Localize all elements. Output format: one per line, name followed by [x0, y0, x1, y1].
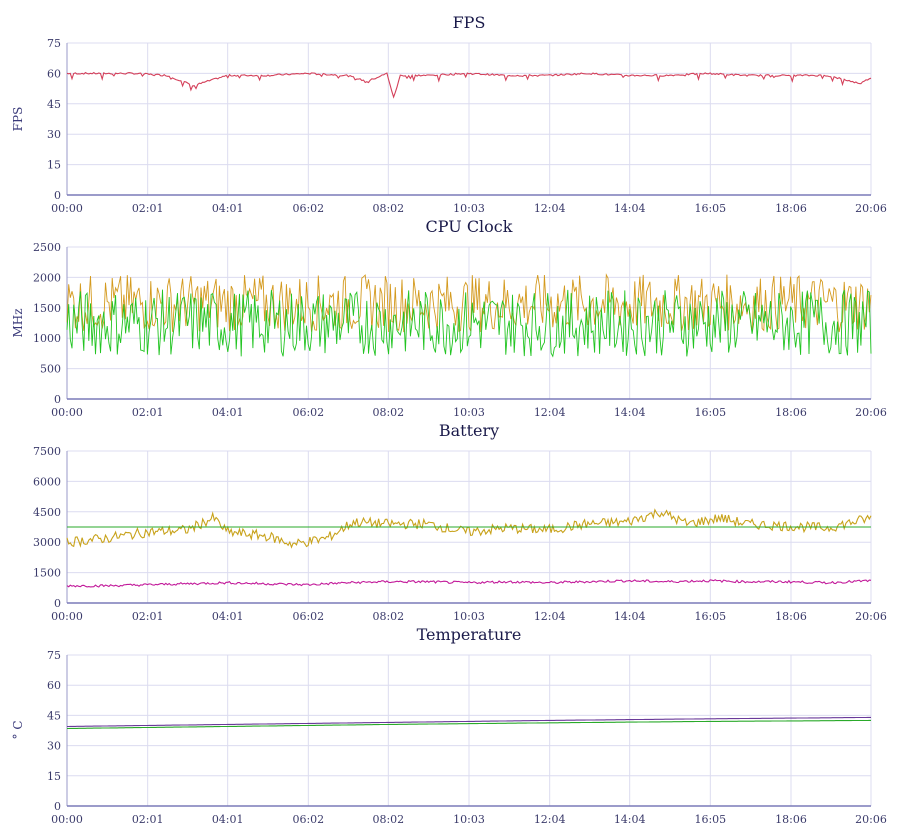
- x-tick-label: 14:04: [614, 202, 646, 215]
- x-tick-label: 04:01: [212, 610, 244, 623]
- x-tick-label: 18:06: [775, 406, 807, 419]
- x-tick-label: 16:05: [694, 610, 726, 623]
- series-line: [67, 716, 871, 728]
- x-tick-label: 04:01: [212, 202, 244, 215]
- y-tick-label: 7500: [33, 445, 61, 458]
- x-tick-label: 06:02: [292, 610, 324, 623]
- y-tick-label: 15: [47, 770, 61, 783]
- x-tick-label: 12:04: [534, 202, 566, 215]
- x-tick-label: 14:04: [614, 610, 646, 623]
- x-tick-label: 12:04: [534, 813, 566, 826]
- x-tick-label: 12:04: [534, 406, 566, 419]
- y-tick-label: 1500: [33, 567, 61, 580]
- chart-title: Temperature: [417, 625, 522, 644]
- y-axis-label: FPS: [11, 107, 25, 132]
- x-tick-label: 10:03: [453, 202, 485, 215]
- y-tick-label: 45: [47, 98, 61, 111]
- x-tick-label: 00:00: [51, 406, 83, 419]
- x-tick-label: 08:02: [372, 202, 404, 215]
- chart-title: Battery: [439, 421, 499, 440]
- x-tick-label: 06:02: [292, 813, 324, 826]
- x-tick-label: 02:01: [132, 813, 164, 826]
- y-tick-label: 45: [47, 709, 61, 722]
- x-tick-label: 00:00: [51, 202, 83, 215]
- x-tick-label: 10:03: [453, 610, 485, 623]
- x-tick-label: 16:05: [694, 406, 726, 419]
- x-tick-label: 04:01: [212, 406, 244, 419]
- x-tick-label: 12:04: [534, 610, 566, 623]
- y-tick-label: 15: [47, 159, 61, 172]
- x-tick-label: 08:02: [372, 610, 404, 623]
- y-tick-label: 1000: [33, 332, 61, 345]
- x-tick-label: 20:06: [855, 813, 887, 826]
- y-tick-label: 500: [40, 363, 61, 376]
- y-tick-label: 0: [54, 393, 61, 406]
- x-tick-label: 14:04: [614, 813, 646, 826]
- x-tick-label: 06:02: [292, 406, 324, 419]
- series-line: [66, 289, 872, 358]
- series-line: [66, 273, 872, 333]
- x-tick-label: 20:06: [855, 610, 887, 623]
- series-line: [67, 719, 871, 730]
- x-tick-label: 16:05: [694, 813, 726, 826]
- y-tick-label: 3000: [33, 536, 61, 549]
- y-tick-label: 2000: [33, 271, 61, 284]
- x-tick-label: 16:05: [694, 202, 726, 215]
- series-line: [66, 71, 872, 99]
- x-tick-label: 08:02: [372, 406, 404, 419]
- x-tick-label: 10:03: [453, 406, 485, 419]
- y-tick-label: 4500: [33, 506, 61, 519]
- x-tick-label: 18:06: [775, 813, 807, 826]
- y-tick-label: 75: [47, 37, 61, 50]
- y-tick-label: 30: [47, 128, 61, 141]
- x-tick-label: 04:01: [212, 813, 244, 826]
- x-tick-label: 18:06: [775, 202, 807, 215]
- x-tick-label: 14:04: [614, 406, 646, 419]
- y-tick-label: 2500: [33, 241, 61, 254]
- y-tick-label: 30: [47, 740, 61, 753]
- chart-title: CPU Clock: [426, 217, 513, 236]
- y-tick-label: 6000: [33, 475, 61, 488]
- x-tick-label: 20:06: [855, 406, 887, 419]
- chart-title: FPS: [453, 13, 486, 32]
- y-tick-label: 1500: [33, 302, 61, 315]
- x-tick-label: 00:00: [51, 813, 83, 826]
- x-tick-label: 08:02: [372, 813, 404, 826]
- y-axis-label: ° C: [11, 721, 25, 740]
- x-tick-label: 18:06: [775, 610, 807, 623]
- y-tick-label: 0: [54, 800, 61, 813]
- x-tick-label: 02:01: [132, 610, 164, 623]
- y-tick-label: 0: [54, 597, 61, 610]
- y-axis-label: MHz: [11, 308, 25, 337]
- x-tick-label: 10:03: [453, 813, 485, 826]
- series-line: [66, 579, 872, 588]
- x-tick-label: 00:00: [51, 610, 83, 623]
- y-tick-label: 60: [47, 679, 61, 692]
- x-tick-label: 02:01: [132, 202, 164, 215]
- x-tick-label: 06:02: [292, 202, 324, 215]
- y-tick-label: 75: [47, 649, 61, 662]
- y-tick-label: 0: [54, 189, 61, 202]
- x-tick-label: 02:01: [132, 406, 164, 419]
- y-tick-label: 60: [47, 67, 61, 80]
- x-tick-label: 20:06: [855, 202, 887, 215]
